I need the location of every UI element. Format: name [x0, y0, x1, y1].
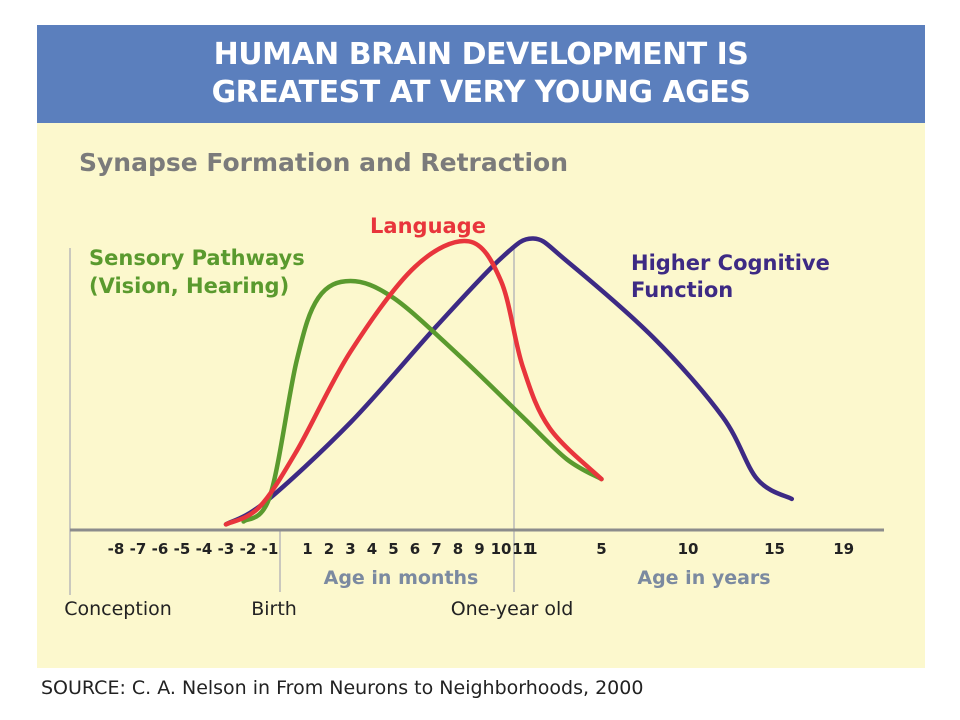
x-tick-label-years: 10 [678, 540, 699, 558]
x-tick-label-months: 1 [302, 540, 312, 558]
series-label-sensory: Sensory Pathways [89, 246, 305, 270]
x-axis-label-months: Age in months [324, 567, 479, 589]
x-tick-label-months: 7 [431, 540, 441, 558]
x-tick-label-months: 10 [491, 540, 512, 558]
series-label-sensory-line2: (Vision, Hearing) [89, 274, 289, 298]
x-tick-label-months: 3 [345, 540, 355, 558]
series-label-cognitive: Higher Cognitive [631, 251, 830, 275]
chart-title: Synapse Formation and Retraction [79, 148, 568, 177]
title-banner: HUMAN BRAIN DEVELOPMENT IS GREATEST AT V… [37, 25, 925, 123]
x-tick-label-prenatal: -4 [196, 540, 213, 558]
milestone-conception: Conception [64, 598, 172, 620]
x-tick-label-prenatal: -2 [240, 540, 257, 558]
x-tick-label-prenatal: -5 [174, 540, 191, 558]
x-tick-label-months: 2 [324, 540, 334, 558]
sensory-pathways-curve [241, 278, 604, 524]
x-tick-label-prenatal: -6 [152, 540, 169, 558]
milestone-birth: Birth [251, 598, 297, 620]
x-tick-label-years: 5 [596, 540, 606, 558]
x-tick-label-prenatal: -8 [108, 540, 125, 558]
chart-panel: Synapse Formation and Retraction -8 -7 -6 -5… [37, 123, 925, 668]
x-tick-label-months: 5 [388, 540, 398, 558]
milestone-one-year: One-year old [451, 598, 574, 620]
series-label-cognitive-line2: Function [631, 278, 733, 302]
x-tick-label-months: 6 [410, 540, 420, 558]
language-curve [223, 238, 604, 527]
title-line-1: HUMAN BRAIN DEVELOPMENT IS [213, 37, 749, 72]
source-citation: SOURCE: C. A. Nelson in From Neurons to … [41, 677, 644, 699]
x-tick-label-months: 9 [474, 540, 484, 558]
x-axis-label-years: Age in years [637, 567, 770, 589]
x-tick-label-months: 8 [453, 540, 463, 558]
x-tick-label-years: 19 [833, 540, 854, 558]
title-line-2: GREATEST AT VERY YOUNG AGES [211, 75, 751, 110]
series-label-language: Language [370, 214, 486, 238]
synapse-chart: Synapse Formation and Retraction -8 -7 -6 -5… [64, 148, 884, 620]
x-tick-label-prenatal: -7 [130, 540, 147, 558]
higher-cognitive-curve [223, 236, 795, 527]
x-tick-label-months: 11 [512, 540, 533, 558]
x-tick-label-years: 1 [527, 540, 537, 558]
x-tick-label-prenatal: -3 [218, 540, 235, 558]
x-tick-label-prenatal: -1 [262, 540, 279, 558]
x-tick-label-months: 4 [367, 540, 377, 558]
x-tick-label-years: 15 [764, 540, 785, 558]
